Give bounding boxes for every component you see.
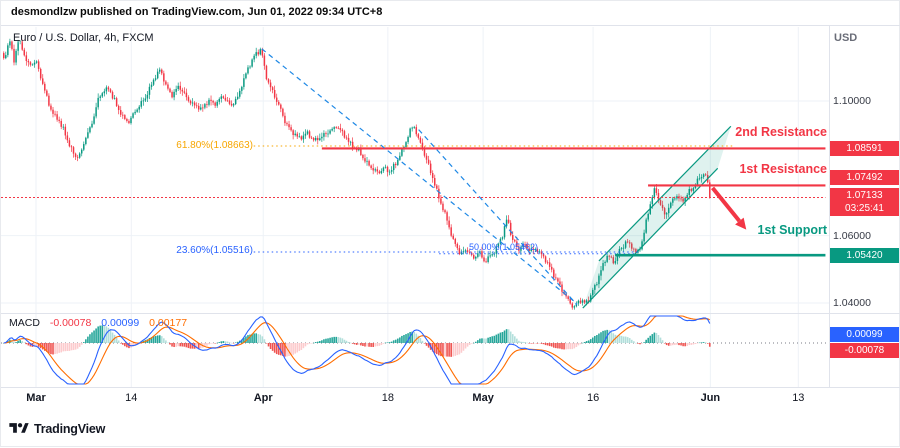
time-tick-label: 16 xyxy=(586,392,600,404)
macd-value-badge: 0.00099 xyxy=(830,327,899,342)
fib-236-label: 23.60%(1.05516) xyxy=(176,245,253,256)
ascending-channel xyxy=(582,126,731,309)
time-tick-label: 14 xyxy=(125,392,138,404)
macd-indicator-label: MACD xyxy=(9,317,40,329)
macd-hist-value: -0.00078 xyxy=(49,317,92,329)
last-price-value: 1.07133 xyxy=(846,190,883,201)
last-price-badge: 1.07133 03:25:41 xyxy=(830,188,899,216)
annotation-1st-support: 1st Support xyxy=(757,223,827,237)
time-tick-label: Mar xyxy=(26,392,46,404)
price-badge-1st-resistance: 1.07492 xyxy=(830,170,899,185)
annotation-1st-resistance: 1st Resistance xyxy=(739,162,827,176)
time-tick-label: 13 xyxy=(792,392,805,404)
fib-618-label: 61.80%(1.08663) xyxy=(176,140,253,151)
tradingview-logo-text: TradingView xyxy=(34,421,106,436)
time-tick-label: May xyxy=(472,392,494,404)
tradingview-logo-icon xyxy=(9,423,29,433)
macd-signal-value: 0.00177 xyxy=(149,317,188,329)
time-tick-label: 18 xyxy=(381,392,394,404)
tradingview-logo[interactable]: TradingView xyxy=(9,421,105,436)
descending-trendline-lower xyxy=(418,129,578,306)
macd-pane xyxy=(1,315,829,385)
price-tick-label: 1.06000 xyxy=(833,229,871,242)
fib-50-label: 50.00%(1.05462) xyxy=(469,242,539,252)
projection-arrow xyxy=(711,186,747,230)
candles xyxy=(2,38,711,310)
descending-trendline-upper xyxy=(261,48,578,305)
price-badge-1st-support: 1.05420 xyxy=(830,248,899,263)
time-tick-label: Jun xyxy=(700,392,721,404)
price-badge-2nd-resistance: 1.08591 xyxy=(830,141,899,156)
price-tick-label: 1.04000 xyxy=(833,297,871,309)
time-tick-label: Apr xyxy=(253,392,273,404)
currency-label: USD xyxy=(834,32,858,44)
bar-countdown: 03:25:41 xyxy=(845,203,884,214)
macd-legend: MACD -0.00078 0.00099 0.00177 xyxy=(9,317,194,329)
price-tick-label: 1.10000 xyxy=(833,95,871,107)
annotation-2nd-resistance: 2nd Resistance xyxy=(735,125,827,139)
published-line: desmondlzw published on TradingView.com,… xyxy=(11,6,383,18)
macd-line-value: 0.00099 xyxy=(101,317,140,329)
symbol-title: Euro / U.S. Dollar, 4h, FXCM xyxy=(13,32,154,44)
macd-hist-badge: -0.00078 xyxy=(830,343,899,358)
